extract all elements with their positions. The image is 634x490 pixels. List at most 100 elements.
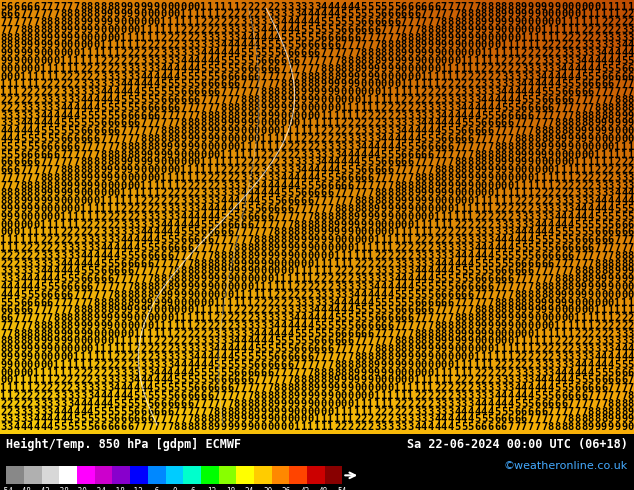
Text: 4: 4: [521, 383, 527, 393]
Text: 0: 0: [174, 157, 180, 167]
Text: 2: 2: [80, 375, 86, 386]
Text: 2: 2: [514, 56, 521, 66]
Text: 6: 6: [280, 48, 287, 58]
Text: 7: 7: [361, 181, 367, 191]
Text: 5: 5: [53, 282, 60, 292]
Text: 6: 6: [307, 352, 313, 362]
Text: 6: 6: [394, 157, 400, 167]
Text: 1: 1: [567, 173, 574, 183]
Text: 1: 1: [74, 352, 80, 362]
Text: 0: 0: [408, 220, 413, 230]
Text: 2: 2: [247, 305, 254, 315]
Text: 9: 9: [507, 313, 514, 323]
Text: 2: 2: [461, 383, 467, 393]
Text: 1: 1: [387, 235, 394, 245]
Text: 3: 3: [274, 17, 280, 27]
Text: 8: 8: [534, 290, 540, 300]
Text: 1: 1: [134, 196, 140, 206]
Text: 4: 4: [200, 56, 207, 66]
Text: 9: 9: [441, 181, 447, 191]
Text: 5: 5: [507, 103, 514, 113]
Text: 2: 2: [214, 321, 220, 331]
Text: 5: 5: [307, 329, 313, 339]
Text: 1: 1: [314, 422, 320, 432]
Text: 7: 7: [127, 134, 133, 144]
Text: 9: 9: [301, 243, 307, 253]
Text: 6: 6: [240, 375, 247, 386]
Text: 0: 0: [234, 142, 240, 152]
Text: 1: 1: [467, 368, 474, 378]
Text: 1: 1: [207, 9, 213, 19]
Text: 5: 5: [13, 142, 20, 152]
Text: 4: 4: [394, 134, 400, 144]
Text: 0: 0: [193, 297, 200, 308]
Text: 9: 9: [474, 25, 481, 35]
Text: 1: 1: [628, 305, 634, 315]
Text: 7: 7: [474, 1, 481, 11]
Text: 4: 4: [414, 134, 420, 144]
Text: 2: 2: [180, 329, 186, 339]
Text: 5: 5: [160, 391, 167, 401]
Text: 5: 5: [467, 119, 474, 128]
Text: 3: 3: [34, 399, 40, 409]
Text: 2: 2: [240, 1, 247, 11]
Text: 7: 7: [481, 297, 487, 308]
Text: 2: 2: [180, 25, 186, 35]
Text: 8: 8: [387, 352, 394, 362]
Text: 3: 3: [334, 290, 340, 300]
Text: 4: 4: [367, 290, 373, 300]
Text: 5: 5: [100, 415, 107, 424]
Text: 5: 5: [267, 48, 273, 58]
Text: 8: 8: [614, 95, 621, 105]
Text: 1: 1: [187, 173, 193, 183]
Text: 6: 6: [401, 9, 407, 19]
Text: 2: 2: [541, 344, 547, 354]
Text: 6: 6: [221, 227, 226, 237]
Text: 6: 6: [467, 282, 474, 292]
Text: 1: 1: [314, 259, 320, 269]
Text: 6: 6: [527, 111, 534, 121]
Text: 5: 5: [327, 17, 333, 27]
Text: 7: 7: [60, 305, 67, 315]
Text: 9: 9: [287, 407, 294, 416]
Text: 5: 5: [234, 64, 240, 74]
Text: 6: 6: [160, 243, 167, 253]
Text: 1: 1: [100, 352, 107, 362]
Text: 5: 5: [227, 64, 233, 74]
Text: 6: 6: [521, 259, 527, 269]
Text: 0: 0: [280, 259, 287, 269]
Text: 5: 5: [408, 142, 413, 152]
Text: 7: 7: [0, 25, 6, 35]
Text: 2: 2: [454, 375, 460, 386]
Text: 0: 0: [554, 313, 560, 323]
Text: 9: 9: [354, 72, 360, 82]
Text: 5: 5: [334, 321, 340, 331]
Text: 0: 0: [474, 41, 481, 50]
Text: 4: 4: [421, 126, 427, 136]
Text: 4: 4: [0, 134, 6, 144]
Text: 0: 0: [287, 267, 294, 276]
Text: 6: 6: [327, 344, 333, 354]
Text: 8: 8: [307, 72, 313, 82]
Text: 0: 0: [361, 87, 367, 97]
Text: 7: 7: [7, 321, 13, 331]
Text: 9: 9: [94, 173, 100, 183]
Text: 3: 3: [481, 87, 487, 97]
Text: 0: 0: [394, 72, 400, 82]
Text: 9: 9: [120, 9, 127, 19]
Text: 5: 5: [107, 407, 113, 416]
Text: 8: 8: [254, 391, 260, 401]
Text: 9: 9: [20, 352, 27, 362]
Text: 2: 2: [488, 72, 494, 82]
Text: 2: 2: [340, 119, 347, 128]
Text: 1: 1: [120, 189, 127, 198]
Text: 1: 1: [47, 375, 53, 386]
Text: 0: 0: [327, 95, 333, 105]
Text: 0: 0: [13, 72, 20, 82]
Text: 6: 6: [20, 157, 27, 167]
Text: 0: 0: [34, 360, 40, 370]
Text: 1: 1: [13, 243, 20, 253]
Text: 8: 8: [434, 33, 441, 43]
Text: 8: 8: [20, 189, 27, 198]
Text: 2: 2: [347, 126, 354, 136]
